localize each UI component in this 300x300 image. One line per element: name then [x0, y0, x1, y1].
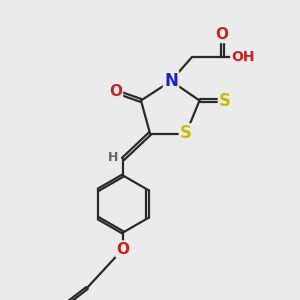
Text: N: N: [164, 72, 178, 90]
Text: O: O: [215, 27, 229, 42]
Text: O: O: [109, 84, 122, 99]
Text: S: S: [180, 124, 192, 142]
Text: O: O: [116, 242, 130, 256]
Text: OH: OH: [231, 50, 255, 64]
Text: S: S: [219, 92, 231, 110]
Text: H: H: [108, 151, 118, 164]
